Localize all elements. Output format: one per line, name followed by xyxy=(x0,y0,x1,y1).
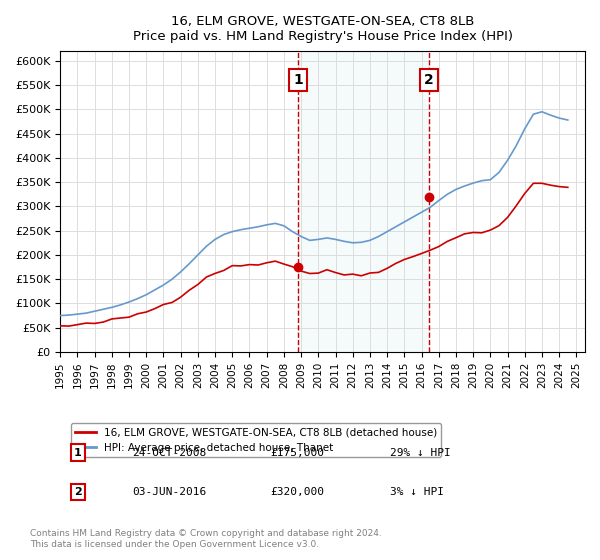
Text: 29% ↓ HPI: 29% ↓ HPI xyxy=(390,448,451,458)
Text: 24-OCT-2008: 24-OCT-2008 xyxy=(132,448,206,458)
Legend: 16, ELM GROVE, WESTGATE-ON-SEA, CT8 8LB (detached house), HPI: Average price, de: 16, ELM GROVE, WESTGATE-ON-SEA, CT8 8LB … xyxy=(71,423,442,457)
Text: 3% ↓ HPI: 3% ↓ HPI xyxy=(390,487,444,497)
Text: 2: 2 xyxy=(74,487,82,497)
Text: 1: 1 xyxy=(74,448,82,458)
Text: 1: 1 xyxy=(293,73,303,87)
Text: £320,000: £320,000 xyxy=(270,487,324,497)
Text: 03-JUN-2016: 03-JUN-2016 xyxy=(132,487,206,497)
Text: Contains HM Land Registry data © Crown copyright and database right 2024.
This d: Contains HM Land Registry data © Crown c… xyxy=(30,529,382,549)
Text: £175,000: £175,000 xyxy=(270,448,324,458)
Text: 2: 2 xyxy=(424,73,434,87)
Bar xyxy=(298,51,429,352)
Title: 16, ELM GROVE, WESTGATE-ON-SEA, CT8 8LB
Price paid vs. HM Land Registry's House : 16, ELM GROVE, WESTGATE-ON-SEA, CT8 8LB … xyxy=(133,15,512,43)
